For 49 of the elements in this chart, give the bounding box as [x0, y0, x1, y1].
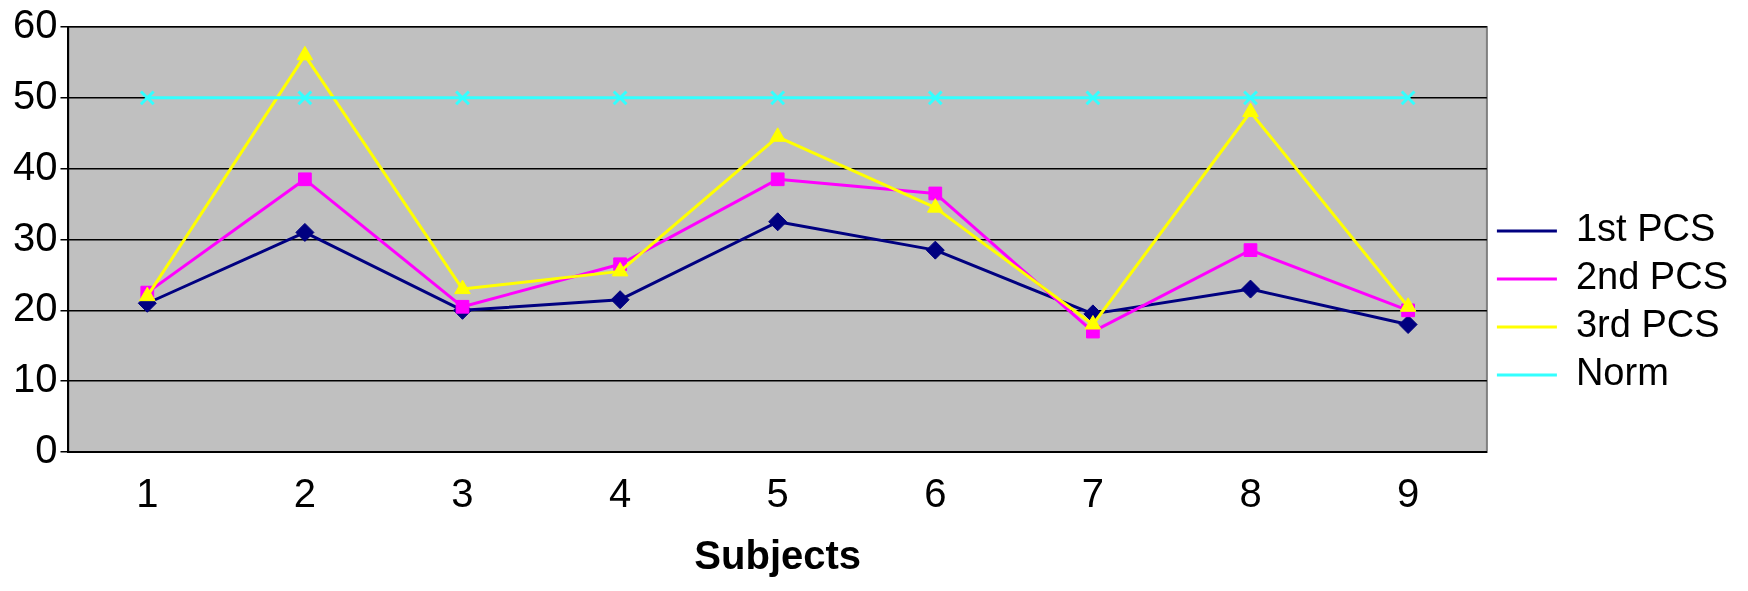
point [768, 212, 788, 232]
point [611, 261, 629, 277]
x-tick-label: 6 [924, 471, 947, 516]
point [1398, 315, 1418, 334]
y-tick-label: 40 [12, 143, 58, 188]
point [927, 198, 944, 213]
point [454, 279, 471, 295]
y-tick-label: 0 [35, 427, 58, 472]
x-tick-label: 7 [1081, 471, 1105, 516]
x-tick-label: 4 [608, 471, 632, 516]
x-tick-label: 1 [136, 471, 159, 516]
legend-label: 1st PCS [1575, 207, 1716, 250]
x-tick-label: 5 [766, 471, 789, 516]
point [297, 89, 313, 106]
x-tick-label: 2 [293, 471, 317, 516]
point [296, 45, 314, 61]
x-tick-label: 3 [451, 471, 474, 516]
point [1085, 89, 1101, 106]
point [454, 89, 471, 106]
point [925, 240, 945, 260]
point [612, 89, 628, 106]
x-axis-title: Subjects [694, 533, 862, 578]
point [139, 89, 156, 106]
point [1241, 279, 1261, 299]
point [927, 89, 944, 106]
point [610, 290, 630, 310]
point [769, 89, 786, 106]
point [298, 172, 312, 187]
y-tick-label: 30 [12, 214, 58, 259]
point [1242, 102, 1259, 117]
x-tick-label: 9 [1396, 471, 1420, 516]
point [455, 299, 470, 314]
legend-label: 3rd PCS [1575, 303, 1720, 346]
y-tick-label: 60 [12, 2, 58, 47]
legend-label: 2nd PCS [1575, 255, 1728, 298]
legend-label: Norm [1575, 351, 1669, 394]
y-tick-label: 50 [12, 72, 58, 117]
y-tick-label: 10 [12, 356, 58, 401]
y-tick-label: 20 [12, 285, 58, 330]
point [1400, 89, 1416, 106]
point [1399, 297, 1417, 312]
point [295, 222, 315, 242]
point [770, 172, 785, 187]
point [928, 186, 943, 201]
point [769, 127, 786, 142]
point [1242, 89, 1259, 106]
point [1084, 315, 1102, 330]
x-tick-label: 8 [1239, 471, 1262, 516]
point [1243, 243, 1258, 257]
